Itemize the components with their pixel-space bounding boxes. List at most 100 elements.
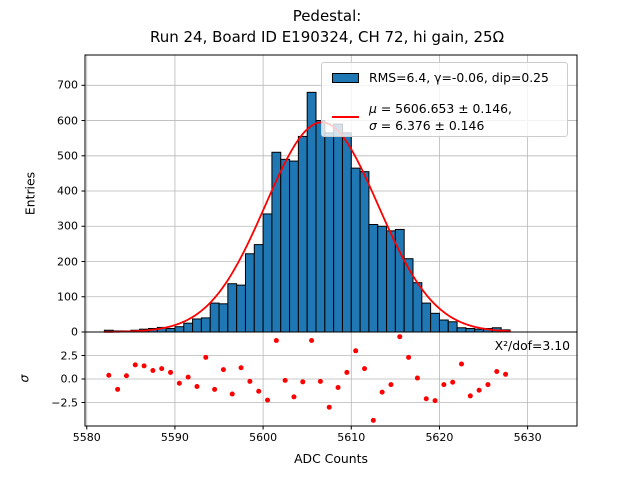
pull-dot: [397, 334, 403, 340]
histogram-bar: [280, 158, 291, 333]
pull-dot: [220, 367, 226, 373]
histogram-bar: [227, 283, 238, 333]
histogram-bar: [236, 284, 246, 333]
pull-dot: [273, 337, 279, 343]
x-tick-label: 5590: [160, 431, 189, 444]
pull-dot: [432, 398, 438, 404]
pull-dot: [362, 366, 368, 372]
pull-dot: [282, 377, 288, 383]
pull-dot: [203, 354, 209, 360]
pull-dot: [106, 372, 112, 378]
histogram-bar: [412, 282, 423, 333]
pull-dot: [458, 361, 464, 367]
histogram-bar: [421, 302, 432, 333]
pull-dot: [317, 378, 323, 384]
legend-histogram-label: RMS=6.4, γ=-0.06, dip=0.25: [369, 70, 549, 85]
histogram-swatch-icon: [332, 72, 359, 83]
y-tick-label-resid: −2.5: [51, 396, 78, 409]
pull-dots: [106, 334, 509, 423]
histogram-bar: [438, 319, 449, 333]
pull-dot: [229, 391, 235, 397]
legend-fit-label: μ = 5606.653 ± 0.146, σ = 6.376 ± 0.146: [369, 100, 512, 134]
histogram-bar: [447, 321, 458, 333]
pull-dot: [467, 393, 473, 399]
y-tick-label-main: 0: [71, 325, 78, 339]
pull-dot: [485, 382, 491, 388]
pull-dot: [176, 380, 182, 386]
chart-title: Pedestal: Run 24, Board ID E190324, CH 7…: [14, 6, 640, 48]
histogram-bar: [341, 132, 352, 333]
chart-title-line2: Run 24, Board ID E190324, CH 72, hi gain…: [149, 28, 505, 46]
pull-dot: [335, 384, 341, 390]
histogram-bar: [465, 327, 476, 333]
pull-dot: [115, 386, 121, 392]
tick-marks: [81, 84, 529, 430]
histogram-bar: [244, 253, 255, 333]
pull-dot: [185, 374, 191, 380]
pull-dot: [150, 368, 156, 374]
pull-dot: [326, 404, 332, 410]
y-tick-label-main: 600: [57, 114, 78, 128]
legend-fit-sigma: σ = 6.376 ± 0.146: [369, 118, 485, 133]
histogram-bar: [297, 135, 308, 333]
histogram-bar: [368, 224, 379, 333]
pull-dot: [353, 348, 359, 354]
histogram-bar: [253, 244, 264, 333]
y-tick-label-resid: 2.5: [60, 349, 79, 362]
legend-fit-mu: μ = 5606.653 ± 0.146,: [369, 101, 512, 116]
pull-dot: [309, 337, 315, 343]
pull-dot: [194, 384, 200, 390]
pull-dot: [414, 375, 420, 381]
histogram-bar: [359, 171, 370, 333]
histogram-bar: [192, 318, 202, 333]
histogram-bar: [456, 327, 467, 333]
pull-dot: [406, 354, 412, 360]
pull-dot: [212, 386, 218, 392]
pull-dot: [168, 369, 174, 375]
pull-dot: [344, 369, 350, 375]
histogram-bar: [200, 317, 211, 333]
histogram-bar: [209, 302, 220, 333]
y-tick-label-main: 400: [57, 184, 78, 198]
pull-dot: [423, 396, 429, 402]
x-axis-label: ADC Counts: [294, 451, 368, 466]
histogram-bar: [289, 160, 299, 333]
y-tick-label-main: 100: [57, 290, 78, 304]
gaussian-fit-curve: [103, 121, 511, 333]
histogram-bar: [350, 167, 361, 333]
x-tick-label: 5620: [425, 431, 454, 444]
histogram-bar: [315, 120, 326, 333]
legend-box: RMS=6.4, γ=-0.06, dip=0.25 μ = 5606.653 …: [321, 62, 568, 137]
pull-dot: [300, 379, 306, 385]
histogram-bar: [324, 132, 335, 333]
pull-dot: [494, 368, 500, 374]
pull-dot: [441, 382, 447, 388]
x-tick-label: 5630: [513, 431, 542, 444]
pull-dot: [265, 397, 271, 403]
pull-dot: [141, 363, 147, 369]
histogram-bar: [386, 230, 396, 333]
chart-title-line1: Pedestal:: [292, 7, 362, 25]
histogram-bar: [218, 303, 229, 333]
histogram-bar: [333, 123, 343, 333]
pull-dot: [247, 378, 253, 384]
histogram-bar: [377, 225, 388, 333]
y-tick-label-resid: 0.0: [60, 372, 79, 386]
fit-line-swatch-icon: [332, 116, 359, 118]
pull-dot: [132, 362, 138, 368]
y-tick-label-main: 700: [57, 78, 78, 92]
histogram-bar: [174, 326, 185, 333]
pull-dot: [450, 379, 456, 385]
x-tick-label: 5580: [72, 431, 101, 444]
legend-entry-histogram: RMS=6.4, γ=-0.06, dip=0.25: [332, 70, 549, 85]
pull-dot: [291, 394, 297, 400]
pull-dot: [159, 366, 165, 372]
pull-dot: [238, 365, 244, 371]
chi2-annotation: X²/dof=3.10: [494, 338, 570, 353]
y-tick-label-main: 200: [57, 255, 78, 269]
histogram-bar: [262, 213, 273, 333]
pull-dot: [503, 371, 509, 377]
pull-dot: [476, 387, 482, 393]
x-tick-label: 5610: [337, 431, 366, 444]
pull-dot: [370, 417, 376, 423]
